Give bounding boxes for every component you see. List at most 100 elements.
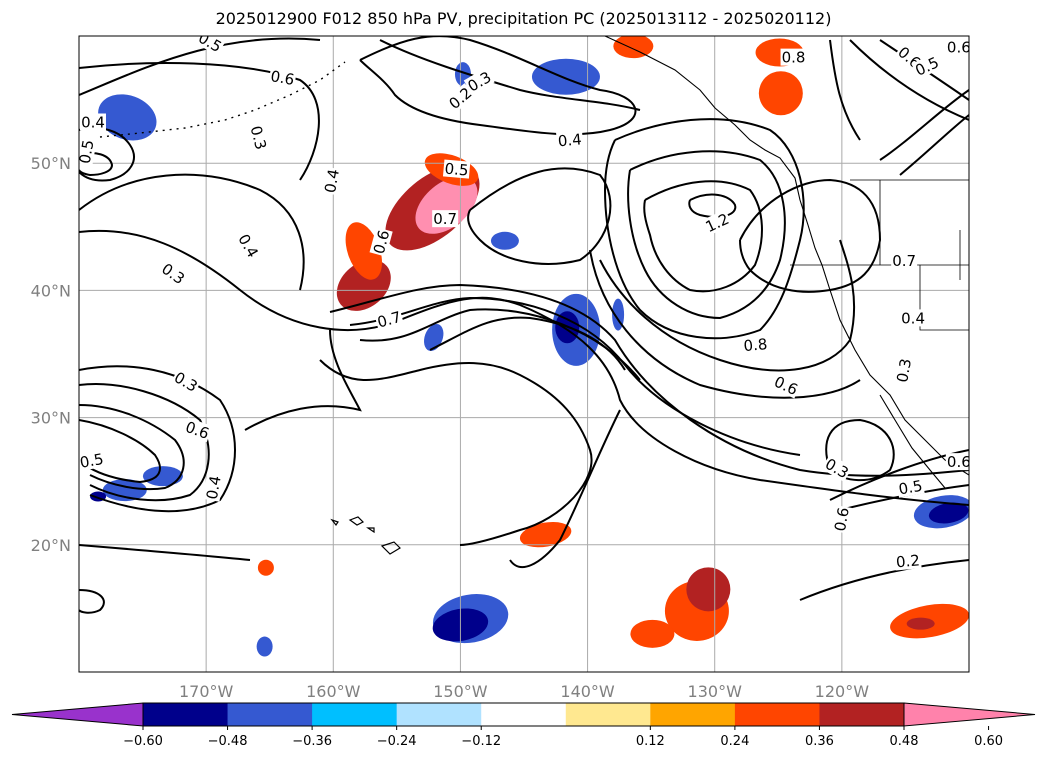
pv-contour bbox=[899, 114, 969, 176]
coastline-north-america bbox=[604, 36, 969, 476]
contour-label-bg bbox=[891, 252, 918, 270]
contour-label: 0.8 bbox=[780, 48, 807, 67]
colorbar-segment bbox=[481, 703, 567, 726]
contour-label-bg bbox=[374, 307, 404, 331]
contour-label: 0.6 bbox=[945, 453, 971, 471]
contour-label-text: 0.6 bbox=[831, 506, 853, 533]
pv-contour bbox=[79, 419, 161, 484]
axis-tick-labels: 170°W 160°W 150°W 140°W 130°W 120°W 50°N 40°N 30… bbox=[31, 154, 870, 701]
contour-label: 0.8 bbox=[741, 334, 770, 355]
precip-patch bbox=[424, 323, 444, 351]
coastlines bbox=[99, 36, 969, 555]
pv-contour bbox=[79, 404, 185, 491]
colorbar-segment bbox=[312, 703, 398, 726]
precip-patch bbox=[345, 222, 383, 280]
pv-contour bbox=[79, 229, 969, 506]
contour-label: 0.5 bbox=[78, 449, 106, 472]
colorbar-segment bbox=[734, 703, 820, 726]
pv-contour bbox=[825, 418, 895, 482]
precip-patch bbox=[613, 36, 654, 59]
contour-label-text: 0.4 bbox=[901, 309, 925, 327]
contour-label-text: 0.7 bbox=[892, 252, 916, 270]
pv-contour bbox=[849, 39, 969, 121]
pv-contour bbox=[603, 118, 805, 340]
contour-label-text: 0.3 bbox=[893, 357, 915, 384]
colorbar-over-arrow bbox=[903, 702, 1036, 727]
pv-contour bbox=[627, 150, 786, 320]
contour-label-bg bbox=[247, 122, 271, 153]
contour-label-bg bbox=[900, 309, 927, 327]
contour-label-bg bbox=[893, 356, 915, 385]
contour-label-bg bbox=[945, 38, 969, 56]
contour-label-bg bbox=[444, 83, 476, 113]
contour-label-text: 0.7 bbox=[433, 210, 457, 228]
precip-patch bbox=[415, 176, 478, 234]
contour-label-text: 0.5 bbox=[78, 450, 105, 472]
contour-label-bg bbox=[369, 227, 393, 257]
precip-patch bbox=[257, 559, 274, 576]
pv-contour bbox=[79, 365, 236, 513]
colorbar-tick-label: −0.36 bbox=[292, 734, 332, 749]
precip-patch bbox=[490, 231, 519, 250]
contour-label-bg bbox=[320, 166, 343, 196]
contour-label-bg bbox=[268, 66, 297, 89]
contour-label-bg bbox=[202, 473, 224, 502]
lon-tick-label: 130°W bbox=[688, 682, 743, 701]
lat-tick-label: 40°N bbox=[31, 281, 71, 300]
pv-contour bbox=[879, 89, 969, 161]
contour-label: 0.6 bbox=[369, 227, 394, 257]
contour-label-text: 0.6 bbox=[947, 453, 971, 471]
pv-contour bbox=[244, 329, 362, 431]
contour-label-bg bbox=[432, 210, 459, 228]
colorbar-tick-label: 0.60 bbox=[974, 734, 1003, 749]
contour-label: 0.4 bbox=[556, 130, 584, 150]
colorbar-tick-label: 0.48 bbox=[890, 734, 919, 749]
contour-label-bg bbox=[442, 159, 471, 179]
colorbar-tick-label: 0.12 bbox=[636, 734, 665, 749]
contour-label: 0.5 bbox=[442, 159, 471, 180]
contour-label-bg bbox=[911, 52, 943, 80]
pv-contour bbox=[739, 178, 882, 293]
pv-contour bbox=[79, 589, 105, 614]
contour-label-bg bbox=[780, 48, 807, 66]
contour-label-bg bbox=[79, 113, 106, 131]
pv-contour bbox=[589, 249, 861, 399]
colorbar-tick-label: 0.36 bbox=[805, 734, 834, 749]
contour-label: 0.3 bbox=[893, 356, 915, 385]
precip-patch bbox=[758, 71, 803, 116]
lat-tick-label: 20°N bbox=[31, 536, 71, 555]
colorbar-tick-label: −0.24 bbox=[377, 734, 417, 749]
precip-patch bbox=[906, 617, 935, 630]
contour-label-bg bbox=[741, 334, 770, 355]
pv-contour-lines bbox=[79, 36, 969, 614]
state-borders bbox=[790, 179, 969, 331]
contour-label-bg bbox=[894, 551, 922, 571]
contour-label-text: 0.8 bbox=[782, 49, 806, 67]
colorbar-tick-label: −0.60 bbox=[123, 734, 163, 749]
contour-label-bg bbox=[770, 372, 802, 399]
pv-contour bbox=[79, 383, 210, 502]
contour-label-text: 0.3 bbox=[246, 124, 270, 152]
contour-label-text: 0.5 bbox=[76, 138, 98, 165]
colorbar-under-arrow bbox=[11, 702, 144, 727]
colorbar-tick-label: −0.12 bbox=[461, 734, 501, 749]
pv-contour bbox=[429, 316, 626, 371]
pv-contour bbox=[359, 36, 637, 136]
contour-label-bg bbox=[79, 449, 106, 471]
contour-label-text: 0.2 bbox=[895, 551, 920, 571]
lat-tick-label: 30°N bbox=[31, 409, 71, 428]
pv-contour bbox=[829, 39, 861, 141]
hawaiian-islands bbox=[330, 516, 401, 555]
lon-tick-label: 160°W bbox=[306, 682, 361, 701]
contour-label: 0.6 bbox=[830, 504, 853, 534]
contour-label-bg bbox=[79, 137, 97, 166]
pv-contour bbox=[79, 152, 114, 177]
contour-label: 0.7 bbox=[891, 252, 918, 270]
colorbar-segment bbox=[819, 703, 905, 726]
colorbar-segment bbox=[650, 703, 736, 726]
pv-contour bbox=[329, 283, 969, 477]
contour-label-text: 0.5 bbox=[444, 160, 469, 180]
contour-label-text: 0.6 bbox=[370, 228, 394, 256]
map-frame bbox=[78, 35, 970, 673]
contour-label: 0.4 bbox=[202, 473, 225, 502]
